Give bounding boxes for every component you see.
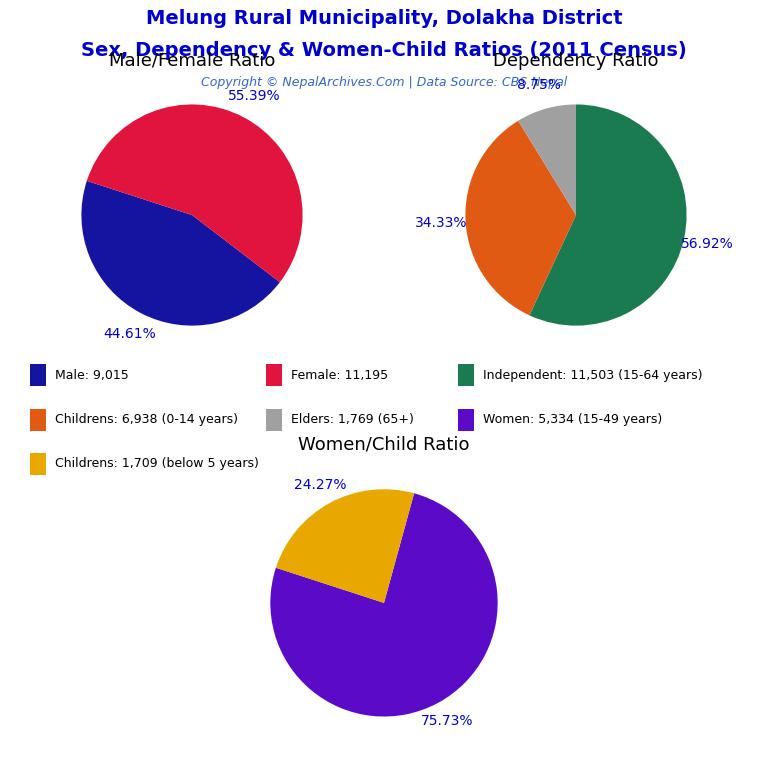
Text: 56.92%: 56.92% — [681, 237, 734, 251]
Wedge shape — [270, 493, 498, 717]
Wedge shape — [276, 489, 414, 603]
Wedge shape — [81, 181, 280, 326]
Text: Childrens: 1,709 (below 5 years): Childrens: 1,709 (below 5 years) — [55, 458, 259, 470]
Text: Copyright © NepalArchives.Com | Data Source: CBS Nepal: Copyright © NepalArchives.Com | Data Sou… — [201, 77, 567, 89]
Text: Women: 5,334 (15-49 years): Women: 5,334 (15-49 years) — [483, 413, 662, 426]
Text: Childrens: 6,938 (0-14 years): Childrens: 6,938 (0-14 years) — [55, 413, 238, 426]
Text: 44.61%: 44.61% — [103, 327, 156, 342]
Text: 34.33%: 34.33% — [415, 216, 468, 230]
Bar — [458, 409, 474, 431]
Bar — [30, 364, 46, 386]
Bar — [30, 409, 46, 431]
Text: 75.73%: 75.73% — [422, 714, 474, 728]
Text: 55.39%: 55.39% — [228, 88, 281, 103]
Text: 8.75%: 8.75% — [518, 78, 561, 92]
Title: Male/Female Ratio: Male/Female Ratio — [109, 51, 275, 70]
Bar — [458, 364, 474, 386]
Text: Elders: 1,769 (65+): Elders: 1,769 (65+) — [291, 413, 414, 426]
Text: Male: 9,015: Male: 9,015 — [55, 369, 129, 382]
Bar — [30, 453, 46, 475]
Title: Dependency Ratio: Dependency Ratio — [493, 51, 659, 70]
Title: Women/Child Ratio: Women/Child Ratio — [298, 435, 470, 454]
Wedge shape — [465, 121, 576, 316]
Wedge shape — [518, 104, 576, 215]
Wedge shape — [529, 104, 687, 326]
Text: Independent: 11,503 (15-64 years): Independent: 11,503 (15-64 years) — [483, 369, 702, 382]
Text: Melung Rural Municipality, Dolakha District: Melung Rural Municipality, Dolakha Distr… — [146, 9, 622, 28]
Text: Female: 11,195: Female: 11,195 — [291, 369, 389, 382]
Bar — [266, 364, 283, 386]
Text: 24.27%: 24.27% — [294, 478, 346, 492]
Text: Sex, Dependency & Women-Child Ratios (2011 Census): Sex, Dependency & Women-Child Ratios (20… — [81, 41, 687, 60]
Bar — [266, 409, 283, 431]
Wedge shape — [87, 104, 303, 282]
